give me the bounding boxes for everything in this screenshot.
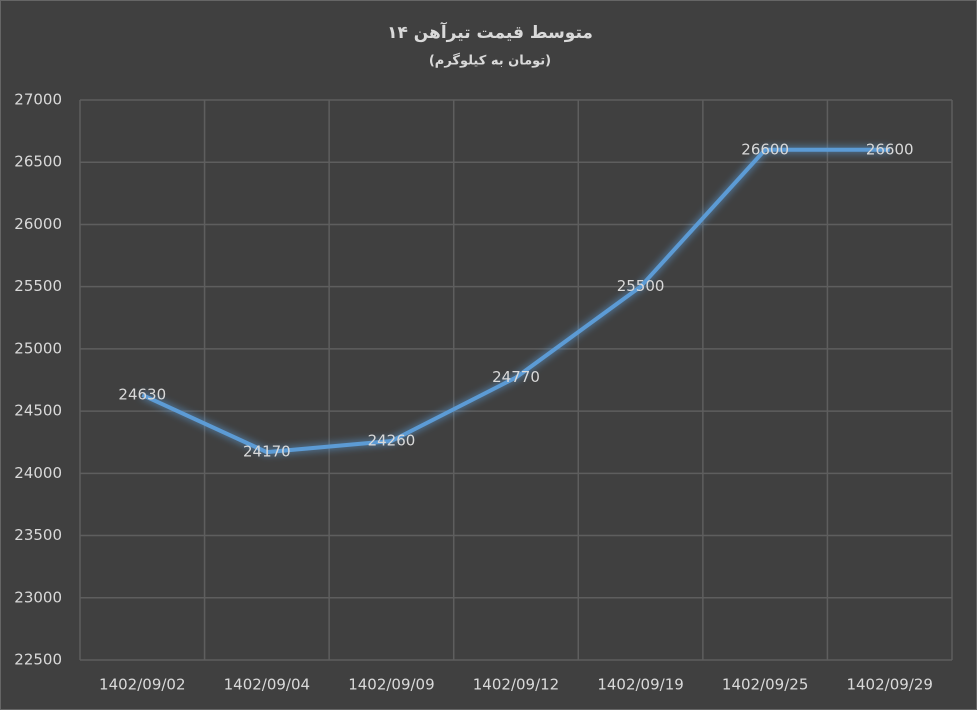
y-tick-label: 23000: [14, 588, 62, 606]
data-label: 25500: [617, 277, 665, 295]
x-tick-label: 1402/09/25: [722, 676, 808, 694]
y-tick-label: 26500: [14, 153, 62, 171]
y-tick-label: 23500: [14, 526, 62, 544]
x-tick-label: 1402/09/19: [597, 676, 683, 694]
chart-title: متوسط قیمت تیرآهن ۱۴: [387, 21, 593, 43]
y-tick-label: 27000: [14, 91, 62, 109]
data-label: 24170: [243, 443, 291, 461]
data-label: 24260: [368, 431, 416, 449]
x-tick-label: 1402/09/09: [348, 676, 434, 694]
y-tick-label: 25000: [14, 339, 62, 357]
y-tick-label: 25500: [14, 277, 62, 295]
y-tick-label: 26000: [14, 215, 62, 233]
x-tick-label: 1402/09/02: [99, 676, 185, 694]
line-series: [141, 147, 890, 455]
data-label: 24630: [118, 385, 166, 403]
data-label: 26600: [741, 140, 789, 158]
y-tick-label: 24000: [14, 464, 62, 482]
y-tick-label: 22500: [14, 651, 62, 669]
chart-subtitle: (تومان به کیلوگرم): [429, 53, 551, 69]
data-label: 24770: [492, 368, 540, 386]
x-tick-label: 1402/09/12: [473, 676, 559, 694]
x-tick-label: 1402/09/04: [224, 676, 310, 694]
y-tick-label: 24500: [14, 402, 62, 420]
x-tick-label: 1402/09/29: [846, 676, 932, 694]
data-label: 26600: [866, 140, 914, 158]
